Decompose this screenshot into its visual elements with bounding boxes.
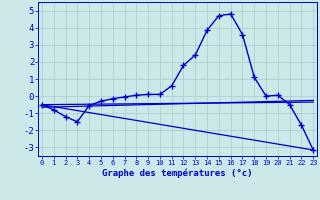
X-axis label: Graphe des températures (°c): Graphe des températures (°c)	[102, 169, 253, 178]
